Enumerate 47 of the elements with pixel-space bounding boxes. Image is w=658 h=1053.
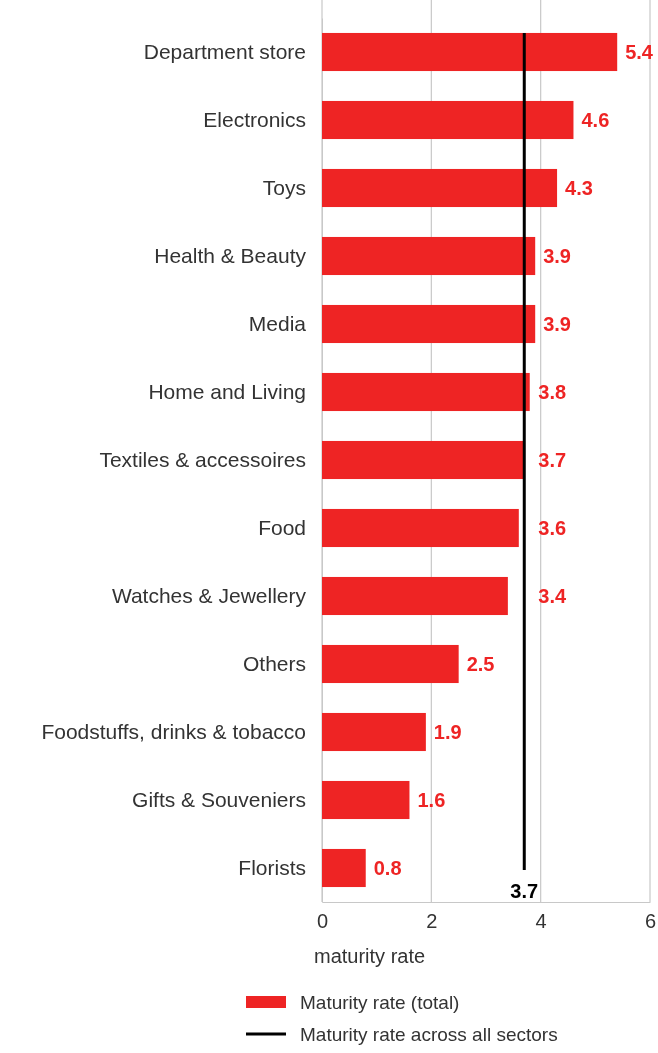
data-label: 3.6: [538, 517, 567, 539]
y-tick-label: Food: [258, 515, 306, 539]
bar: [322, 100, 574, 140]
data-label: 1.6: [417, 789, 446, 811]
bar: [322, 168, 558, 208]
data-label: 4.6: [581, 109, 610, 131]
y-tick-label: Others: [242, 651, 306, 675]
bar: [322, 576, 508, 616]
bar: [322, 644, 459, 684]
bar: [322, 32, 618, 72]
data-label: 2.5: [466, 653, 495, 675]
data-label: 4.3: [565, 177, 593, 199]
bar: [322, 372, 530, 412]
x-axis-title: maturity rate: [314, 945, 426, 967]
y-tick-label: Gifts & Souveniers: [132, 787, 306, 811]
y-tick-label: Electronics: [203, 107, 306, 131]
y-tick-label: Media: [248, 311, 307, 335]
bar: [322, 848, 366, 888]
data-label: 0.8: [373, 857, 402, 879]
data-label: 3.9: [543, 313, 572, 335]
data-label: 1.9: [433, 721, 462, 743]
legend-label: Maturity rate across all sectors: [300, 1024, 558, 1045]
bar: [322, 780, 410, 820]
y-tick-label: Health & Beauty: [154, 243, 307, 267]
data-label: 3.9: [543, 245, 572, 267]
data-label: 3.8: [538, 381, 567, 403]
data-label: 3.7: [538, 449, 567, 471]
y-tick-label: Watches & Jewellery: [111, 583, 307, 607]
y-tick-label: Department store: [143, 39, 306, 63]
x-tick-label: 0: [316, 910, 329, 933]
bar: [322, 236, 536, 276]
y-tick-label: Textiles & accessoires: [99, 447, 306, 471]
bar: [322, 440, 525, 480]
y-tick-label: Home and Living: [148, 379, 306, 403]
y-tick-label: Toys: [262, 175, 306, 199]
data-label: 5.4: [625, 41, 654, 63]
annotation: 3.7: [510, 880, 539, 902]
bar: [322, 508, 519, 548]
data-label: 3.4: [538, 585, 567, 607]
x-tick-label: 2: [426, 910, 438, 933]
x-tick-label: 6: [644, 910, 657, 933]
bar: [322, 712, 426, 752]
legend-label: Maturity rate (total): [300, 992, 460, 1013]
x-tick-label: 4: [535, 910, 547, 933]
y-tick-label: Florists: [238, 855, 306, 879]
y-tick-label: Foodstuffs, drinks & tobacco: [41, 719, 306, 743]
bar: [322, 304, 536, 344]
